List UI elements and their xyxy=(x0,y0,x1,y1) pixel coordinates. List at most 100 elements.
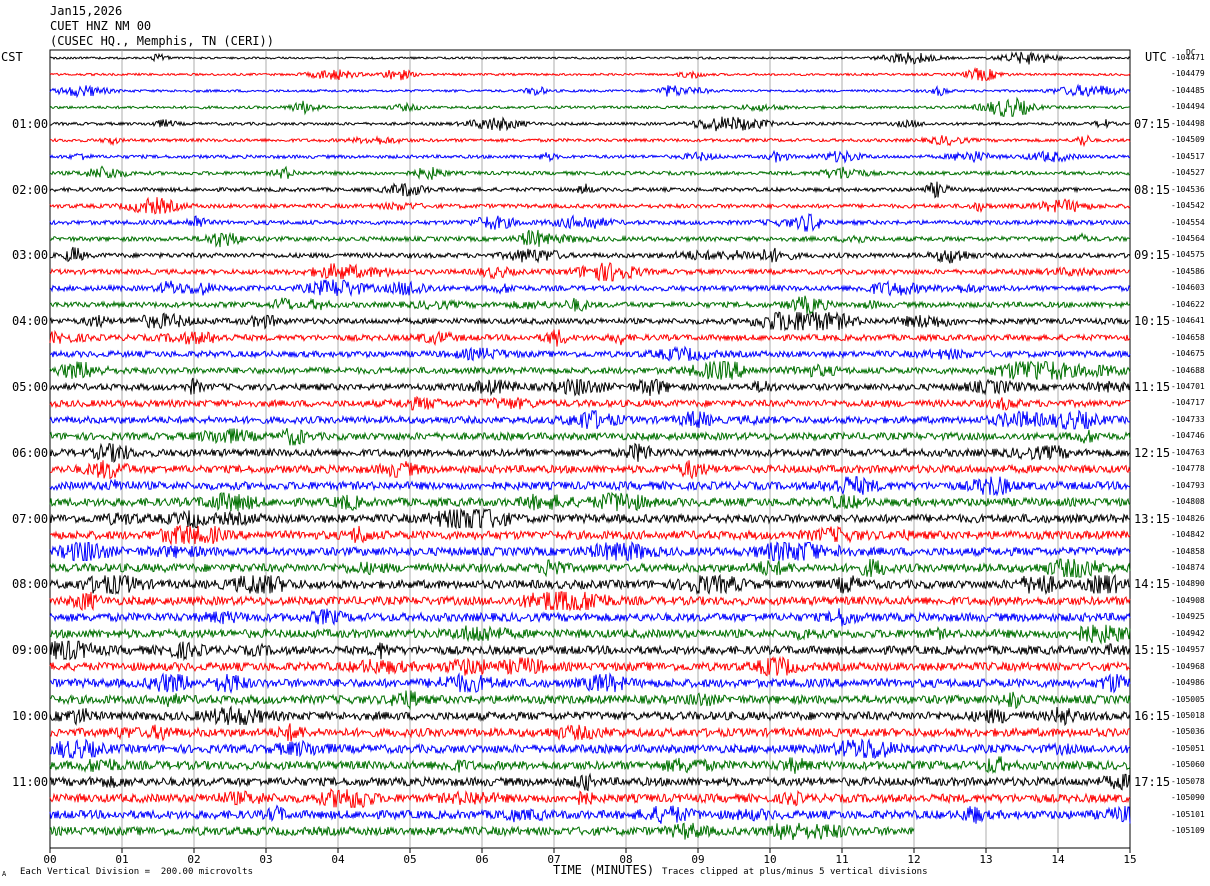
trace-dc-offset: -104527 xyxy=(1171,168,1205,178)
trace-line xyxy=(49,655,1131,677)
scale-note: Each Vertical Division = 200.00 microvol… xyxy=(20,867,253,877)
trace-line xyxy=(49,804,1131,824)
seismic-traces xyxy=(49,51,1131,840)
trace-dc-offset: -104658 xyxy=(1171,332,1205,342)
trace-dc-offset: -104986 xyxy=(1171,678,1205,688)
trace-line xyxy=(49,690,1131,711)
trace-dc-offset: -105090 xyxy=(1171,793,1205,803)
x-tick-label: 14 xyxy=(1051,853,1065,866)
left-hour-label: 03:00 xyxy=(12,248,49,263)
trace-line xyxy=(49,409,1131,430)
trace-line xyxy=(49,67,1131,82)
trace-line xyxy=(49,181,1131,199)
x-axis-title: TIME (MINUTES) xyxy=(553,863,655,877)
corner-mark: A xyxy=(2,870,7,878)
left-hour-label: 01:00 xyxy=(12,116,49,131)
trace-line xyxy=(49,705,1131,727)
trace-line xyxy=(49,491,1131,512)
right-hour-label: 09:15 xyxy=(1134,248,1171,263)
trace-dc-offset: -104542 xyxy=(1171,201,1205,211)
trace-line xyxy=(49,311,1131,332)
trace-dc-offset: -104874 xyxy=(1171,562,1205,572)
trace-dc-offset: -104485 xyxy=(1171,85,1205,95)
trace-line xyxy=(49,360,1131,380)
trace-dc-offset: -104733 xyxy=(1171,414,1205,424)
trace-dc-offset: -104968 xyxy=(1171,661,1205,671)
right-hour-label: 15:15 xyxy=(1134,643,1171,658)
trace-line xyxy=(49,246,1131,264)
trace-dc-offset: -104908 xyxy=(1171,595,1205,605)
trace-dc-offset: -104826 xyxy=(1171,513,1205,523)
x-tick-label: 02 xyxy=(187,853,200,866)
trace-line xyxy=(49,83,1131,99)
time-axis: 00 01 02 03 04 05 06 07 08 09 10 11 12 13 14 15 xyxy=(43,848,1137,866)
x-tick-label: 07 xyxy=(547,853,560,866)
chart-date: Jan15,2026 xyxy=(50,4,123,18)
trace-dc-offset: -105060 xyxy=(1171,760,1205,770)
trace-dc-offset: -105051 xyxy=(1171,743,1205,753)
trace-line xyxy=(49,772,1131,792)
trace-line xyxy=(49,345,1131,362)
right-hour-label: 07:15 xyxy=(1134,116,1171,131)
left-hour-label: 06:00 xyxy=(12,445,49,460)
trace-dc-offset: -104554 xyxy=(1171,217,1205,227)
left-hour-label: 07:00 xyxy=(12,511,49,526)
x-tick-label: 04 xyxy=(331,853,345,866)
trace-dc-offset: -105005 xyxy=(1171,694,1205,704)
left-hour-label: 11:00 xyxy=(12,774,49,789)
trace-line xyxy=(49,737,1131,760)
right-hour-label: 08:15 xyxy=(1134,182,1171,197)
trace-line xyxy=(49,51,1131,66)
trace-dc-offset: -105078 xyxy=(1171,776,1205,786)
clip-note: Traces clipped at plus/minus 5 vertical … xyxy=(662,867,928,877)
x-tick-label: 12 xyxy=(907,853,920,866)
trace-dc-offset: -104536 xyxy=(1171,184,1205,194)
trace-line xyxy=(49,591,1131,612)
trace-line xyxy=(49,787,1131,809)
trace-dc-offset: -104842 xyxy=(1171,530,1205,540)
trace-line xyxy=(49,165,1131,181)
left-hour-label: 02:00 xyxy=(12,182,49,197)
station-location: (CUSEC HQ., Memphis, TN (CERI)) xyxy=(50,34,274,48)
trace-line xyxy=(49,116,1131,132)
trace-line xyxy=(49,756,1131,774)
trace-line xyxy=(49,476,1131,497)
right-hour-label: 13:15 xyxy=(1134,511,1171,526)
trace-dc-offset: -104564 xyxy=(1171,233,1205,243)
trace-dc-offset: -104575 xyxy=(1171,250,1205,260)
right-hour-label: 10:15 xyxy=(1134,314,1171,329)
trace-dc-offset: -105109 xyxy=(1171,826,1205,836)
trace-dc-offset: -104858 xyxy=(1171,546,1205,556)
trace-dc-offset: -104890 xyxy=(1171,579,1205,589)
trace-dc-offset: -104793 xyxy=(1171,480,1205,490)
trace-dc-offset: -104746 xyxy=(1171,431,1205,441)
right-hour-label: 17:15 xyxy=(1134,774,1171,789)
trace-dc-offset: -104688 xyxy=(1171,365,1205,375)
trace-dc-offset: -104717 xyxy=(1171,398,1205,408)
trace-dc-offset: -104603 xyxy=(1171,283,1205,293)
trace-dc-offset: -104586 xyxy=(1171,266,1205,276)
trace-dc-offset: -104957 xyxy=(1171,645,1205,655)
trace-line xyxy=(49,507,1131,530)
trace-line xyxy=(49,395,1131,411)
trace-line xyxy=(49,541,1131,562)
trace-line xyxy=(49,279,1131,297)
trace-line xyxy=(49,96,1131,117)
trace-dc-offset: -104622 xyxy=(1171,299,1205,309)
trace-dc-offset: -104641 xyxy=(1171,316,1205,326)
x-tick-label: 00 xyxy=(43,853,56,866)
trace-line xyxy=(49,229,1131,248)
trace-line xyxy=(49,624,1131,645)
trace-dc-offset: -105018 xyxy=(1171,711,1205,720)
x-tick-label: 11 xyxy=(835,853,848,866)
trace-line xyxy=(49,377,1131,397)
trace-line xyxy=(49,723,1131,742)
x-tick-label: 05 xyxy=(403,853,416,866)
x-tick-label: 08 xyxy=(619,853,632,866)
trace-line xyxy=(49,524,1131,546)
trace-line xyxy=(49,149,1131,164)
trace-dc-offset: -104808 xyxy=(1171,497,1205,507)
x-tick-label: 06 xyxy=(475,853,488,866)
trace-dc-offset: -104925 xyxy=(1171,612,1205,622)
